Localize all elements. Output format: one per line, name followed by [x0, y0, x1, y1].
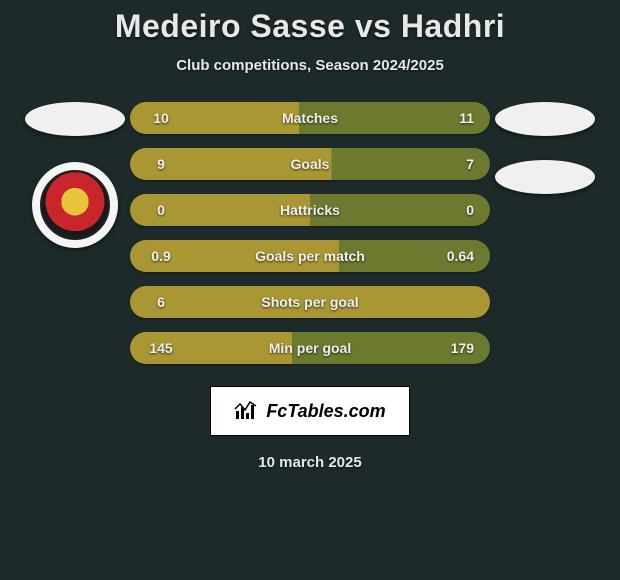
stat-value-right: 179 [444, 340, 474, 356]
stat-label: Goals [291, 156, 330, 172]
stat-bar: 6 Shots per goal [130, 286, 490, 318]
stat-value-left: 0 [146, 202, 176, 218]
main-row: 10 Matches 11 9 Goals 7 0 Hattricks 0 0.9 Goals pe… [0, 102, 620, 364]
stat-bar: 0 Hattricks 0 [130, 194, 490, 226]
page-title: Medeiro Sasse vs Hadhri [0, 8, 620, 45]
stat-value-right: 0.64 [444, 248, 474, 264]
stat-label: Shots per goal [261, 294, 358, 310]
stat-label: Goals per match [255, 248, 365, 264]
stat-label: Hattricks [280, 202, 340, 218]
stat-value-right: 0 [444, 202, 474, 218]
stat-bar: 10 Matches 11 [130, 102, 490, 134]
player-badge-right-1 [495, 102, 595, 136]
infographic-root: Medeiro Sasse vs Hadhri Club competition… [0, 0, 620, 471]
club-badge-inner [40, 170, 110, 240]
stat-label: Min per goal [269, 340, 351, 356]
stat-value-left: 145 [146, 340, 176, 356]
date-line: 10 march 2025 [0, 454, 620, 471]
stat-value-left: 10 [146, 110, 176, 126]
player-badge-left [25, 102, 125, 136]
left-badges-col [20, 102, 130, 248]
stats-column: 10 Matches 11 9 Goals 7 0 Hattricks 0 0.9 Goals pe… [130, 102, 490, 364]
right-badges-col [490, 102, 600, 194]
footer-brand-card[interactable]: FcTables.com [210, 386, 410, 436]
subtitle: Club competitions, Season 2024/2025 [0, 57, 620, 74]
chart-icon [234, 401, 260, 421]
stat-bar: 0.9 Goals per match 0.64 [130, 240, 490, 272]
stat-value-left: 9 [146, 156, 176, 172]
stat-bar: 9 Goals 7 [130, 148, 490, 180]
player-badge-right-2 [495, 160, 595, 194]
stat-value-left: 6 [146, 294, 176, 310]
stat-label: Matches [282, 110, 338, 126]
stat-value-right: 7 [444, 156, 474, 172]
stat-value-left: 0.9 [146, 248, 176, 264]
club-badge-left [32, 162, 118, 248]
stat-bar: 145 Min per goal 179 [130, 332, 490, 364]
footer-brand-text: FcTables.com [266, 401, 385, 422]
stat-value-right: 11 [444, 110, 474, 126]
